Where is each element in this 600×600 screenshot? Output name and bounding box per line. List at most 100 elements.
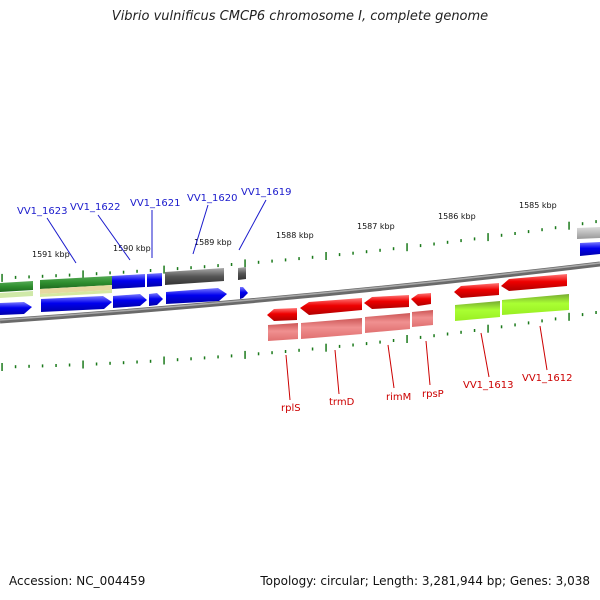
minor-tick <box>446 240 449 244</box>
yellowgreen-feature <box>502 294 569 315</box>
minor-tick <box>392 247 395 251</box>
minor-tick <box>473 237 476 241</box>
major-tick <box>163 356 165 365</box>
minor-tick <box>95 272 98 276</box>
minor-tick <box>514 323 516 327</box>
minor-tick <box>136 269 138 273</box>
minor-tick <box>311 347 314 351</box>
minor-tick <box>595 220 597 224</box>
gene-label: VV1_1619 <box>241 187 292 198</box>
minor-tick <box>338 253 341 257</box>
gene-reverse <box>301 318 362 339</box>
minor-tick <box>365 342 368 346</box>
yellowgreen-feature <box>455 301 500 321</box>
forward-cds-arrow <box>240 287 248 299</box>
forward-cds-arrow <box>41 296 112 312</box>
minor-tick <box>352 343 354 347</box>
minor-tick <box>379 340 381 344</box>
lower-feature-track <box>268 294 569 341</box>
gene-forward <box>238 267 246 280</box>
gene-label: VV1_1620 <box>187 193 238 204</box>
minor-tick <box>500 325 503 329</box>
map-title: Vibrio vulnificus CMCP6 chromosome I, co… <box>111 9 489 24</box>
minor-tick <box>527 321 530 325</box>
minor-tick <box>433 242 435 246</box>
scale-labels: 1591 kbp 1590 kbp 1589 kbp 1588 kbp 1587… <box>32 201 557 259</box>
forward-cds-track <box>0 242 600 315</box>
minor-tick <box>95 362 98 366</box>
reverse-cds-arrow <box>454 283 499 298</box>
major-tick <box>487 233 489 242</box>
minor-tick <box>122 361 125 365</box>
yellowgreen-feature <box>40 285 112 294</box>
minor-tick <box>109 361 111 365</box>
minor-tick <box>284 350 287 353</box>
major-tick <box>244 350 246 359</box>
scale-label: 1586 kbp <box>438 212 476 221</box>
gene-label: VV1_1613 <box>463 380 514 391</box>
minor-tick <box>257 352 260 356</box>
minor-tick <box>298 257 300 261</box>
minor-tick <box>527 230 530 234</box>
minor-tick <box>541 319 543 323</box>
scale-label: 1588 kbp <box>276 231 314 240</box>
minor-tick <box>217 264 219 268</box>
gene-label: trmD <box>329 397 355 408</box>
gene-forward <box>147 273 162 287</box>
upper-feature-track <box>0 227 600 298</box>
major-tick <box>487 324 489 333</box>
green-feature <box>40 276 112 289</box>
minor-tick <box>149 269 152 272</box>
major-tick <box>325 343 327 352</box>
minor-tick <box>460 239 462 243</box>
minor-tick <box>14 365 17 369</box>
minor-tick <box>419 335 422 339</box>
minor-tick <box>541 228 543 232</box>
inner-tick-ring <box>1 311 597 371</box>
minor-tick <box>41 364 44 368</box>
minor-tick <box>352 251 354 255</box>
minor-tick <box>514 232 516 235</box>
major-tick <box>82 360 84 369</box>
reverse-cds-arrow <box>300 298 362 315</box>
minor-tick <box>338 344 341 348</box>
minor-tick <box>28 364 30 368</box>
minor-tick <box>500 233 503 237</box>
minor-tick <box>446 332 449 336</box>
minor-tick <box>41 274 44 278</box>
minor-tick <box>149 359 152 363</box>
major-tick <box>406 243 408 252</box>
major-tick <box>163 265 165 274</box>
reverse-cds-arrow <box>411 293 431 306</box>
scale-label: 1590 kbp <box>113 244 151 253</box>
forward-cds-arrow <box>580 242 600 256</box>
minor-tick <box>419 244 422 248</box>
minor-tick <box>581 313 584 317</box>
major-tick <box>568 312 570 321</box>
major-tick <box>406 335 408 343</box>
reverse-cds-arrow <box>267 308 297 321</box>
forward-cds-arrow <box>113 294 147 308</box>
minor-tick <box>595 311 597 314</box>
outer-tick-ring <box>1 220 597 282</box>
gene-forward <box>165 268 224 285</box>
leader-lines <box>46 199 548 401</box>
minor-tick <box>176 358 179 362</box>
minor-tick <box>230 354 233 358</box>
major-tick <box>244 259 246 268</box>
minor-tick <box>473 329 476 332</box>
minor-tick <box>271 351 273 355</box>
major-tick <box>325 252 327 260</box>
minor-tick <box>257 260 260 264</box>
scale-label: 1585 kbp <box>519 201 557 210</box>
minor-tick <box>271 259 273 263</box>
minor-tick <box>217 355 219 359</box>
gene-forward <box>112 274 145 289</box>
gene-reverse <box>268 323 298 341</box>
yellowgreen-feature <box>40 290 112 297</box>
minor-tick <box>392 339 395 342</box>
minor-tick <box>68 273 71 277</box>
scale-label: 1587 kbp <box>357 222 395 231</box>
genome-summary-text: Topology: circular; Length: 3,281,944 bp… <box>260 574 590 588</box>
